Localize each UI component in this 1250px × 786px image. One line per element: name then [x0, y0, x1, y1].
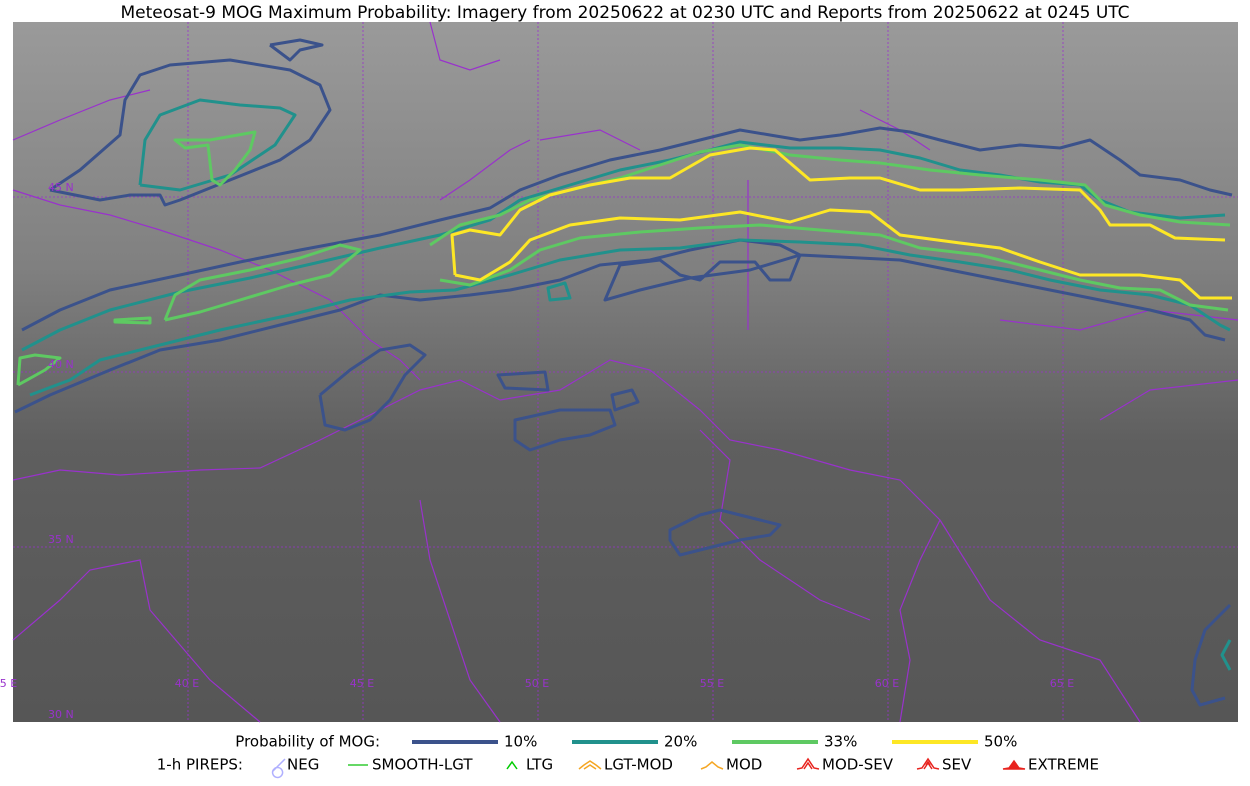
legend-label: 20% [664, 733, 697, 751]
legend-label: 33% [824, 733, 857, 751]
legend-label: 10% [504, 733, 537, 751]
legend-label: EXTREME [1028, 756, 1099, 774]
legend-marker [271, 758, 286, 779]
legend-title: Probability of MOG: [235, 733, 380, 751]
longitude-label: 55 E [700, 677, 724, 690]
longitude-label: 45 E [350, 677, 374, 690]
latitude-label: 30 N [48, 708, 74, 721]
longitude-label: 50 E [525, 677, 549, 690]
legend-label: SMOOTH-LGT [372, 756, 473, 774]
legend-label: LTG [526, 756, 553, 774]
legend-label: LGT-MOD [604, 756, 673, 774]
graticule-labels: 45 N 40 N 35 N 30 N 35 E 40 E 45 E 50 E 55 E 60 E… [0, 181, 1074, 721]
latitude-label: 40 N [48, 358, 74, 371]
map-title: Meteosat-9 MOG Maximum Probability: Imag… [120, 3, 1129, 23]
legend-label: MOD [726, 756, 762, 774]
legend-marker [700, 761, 724, 770]
legend-label: 50% [984, 733, 1017, 751]
longitude-label: 35 E [0, 677, 17, 690]
longitude-label: 65 E [1050, 677, 1074, 690]
latitude-label: 45 N [48, 181, 74, 194]
legend-label: NEG [287, 756, 319, 774]
legend-label: SEV [942, 756, 972, 774]
legend-marker [578, 760, 602, 770]
legend-label: MOD-SEV [822, 756, 894, 774]
latitude-label: 35 N [48, 533, 74, 546]
legend-marker [1002, 759, 1026, 770]
legend-title: 1-h PIREPS: [157, 756, 243, 774]
legend-marker [796, 757, 820, 770]
legend: Probability of MOG: 10% 20% 33% 50% 1-h PIREP… [157, 733, 1099, 779]
mog-contours [14, 38, 1233, 707]
legend-marker [916, 757, 940, 770]
legend-marker [506, 760, 518, 770]
longitude-label: 40 E [175, 677, 199, 690]
longitude-label: 60 E [875, 677, 899, 690]
